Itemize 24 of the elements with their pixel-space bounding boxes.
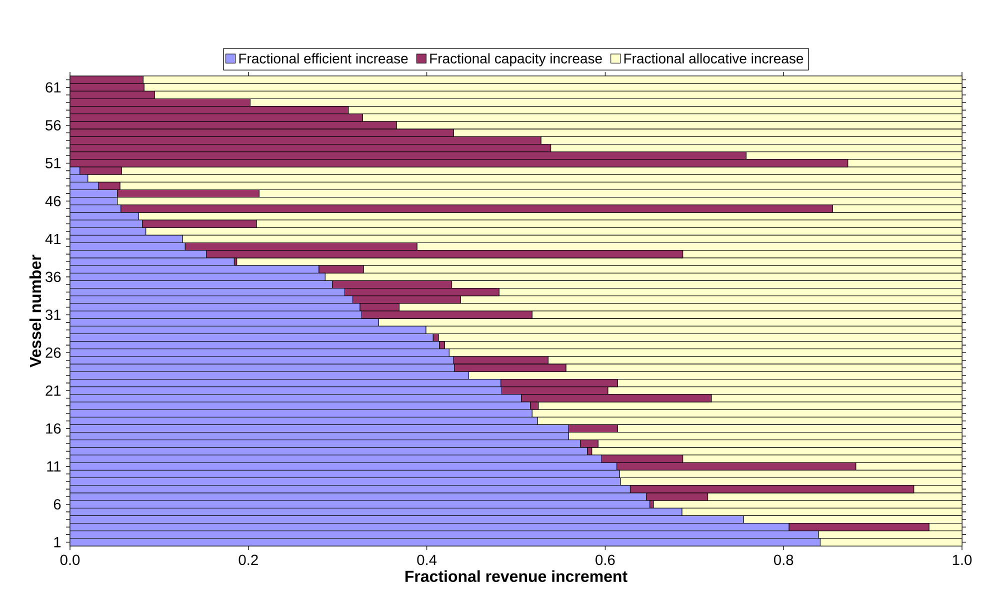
y-tick-label: 26	[46, 348, 61, 358]
y-tick-label: 56	[46, 120, 61, 130]
x-tick-label: 0.0	[60, 554, 80, 566]
y-tick-label: 31	[46, 310, 61, 320]
y-tick-label: 1	[54, 537, 61, 548]
y-tick-label: 51	[46, 158, 61, 168]
y-tick-label: 16	[46, 423, 61, 434]
y-tick-label: 11	[47, 461, 61, 472]
y-axis-title: Vessel number	[29, 254, 42, 368]
y-tick-label: 41	[45, 234, 61, 244]
x-axis-title: Fractional revenue increment	[405, 570, 628, 582]
y-tick-label: 46	[45, 196, 61, 206]
x-tick-label: 0.6	[596, 554, 615, 566]
legend-label: Fractional efficient increase	[239, 53, 408, 64]
x-tick-label: 0.4	[417, 554, 437, 566]
legend-label: Fractional allocative increase	[624, 53, 804, 64]
x-tick-label: 0.2	[238, 554, 258, 566]
y-tick-label: 6	[54, 499, 61, 510]
x-tick-label: 0.8	[774, 554, 794, 566]
legend-label: Fractional capacity increase	[430, 53, 602, 66]
y-tick-label: 21	[46, 385, 61, 396]
y-tick-label: 36	[46, 272, 61, 282]
x-tick-label: 1.0	[952, 554, 972, 566]
y-tick-label: 61	[46, 82, 61, 93]
